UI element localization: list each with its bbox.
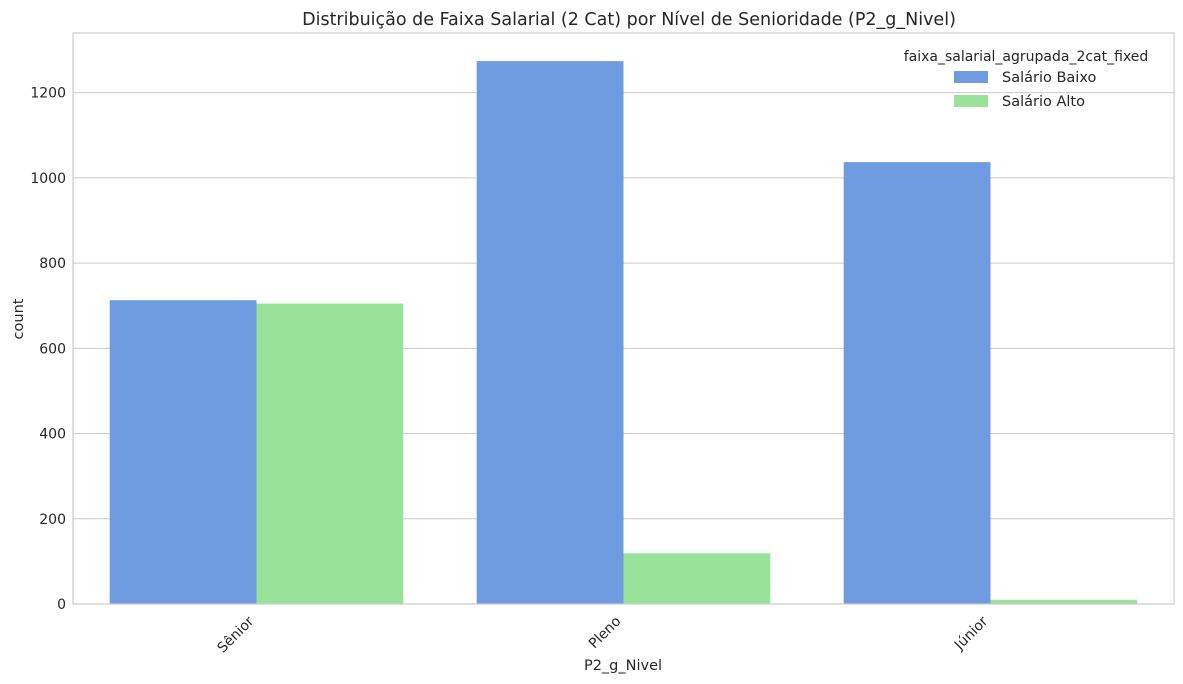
y-tick-label: 800	[39, 256, 66, 272]
bars	[109, 61, 1138, 604]
legend-entry-label: Salário Baixo	[1002, 70, 1096, 86]
x-axis-label: P2_g_Nivel	[584, 658, 662, 674]
bar-sal-rio-baixo-1	[476, 61, 624, 604]
x-tick-label: Pleno	[586, 614, 624, 652]
x-axis-ticks: Sênior Pleno Júnior	[214, 613, 991, 656]
y-tick-label: 0	[57, 597, 66, 613]
x-tick-label: Júnior	[951, 613, 992, 654]
y-tick-label: 200	[39, 512, 66, 528]
bar-sal-rio-alto-0	[256, 303, 404, 604]
bar-sal-rio-alto-2	[990, 599, 1138, 604]
y-tick-label: 1200	[30, 86, 66, 102]
bar-sal-rio-alto-1	[623, 553, 771, 604]
y-tick-label: 600	[39, 341, 66, 357]
legend-title: faixa_salarial_agrupada_2cat_fixed	[904, 49, 1149, 65]
legend-items: Salário Baixo Salário Alto	[954, 70, 1096, 110]
x-tick-label: Sênior	[214, 613, 257, 656]
bar-sal-rio-baixo-0	[109, 300, 257, 604]
legend-swatch	[954, 71, 988, 83]
legend-entry-label: Salário Alto	[1002, 94, 1085, 110]
chart-title: Distribuição de Faixa Salarial (2 Cat) p…	[302, 10, 956, 30]
y-axis-ticks: 0 200 400 600 800 1000 1200	[30, 86, 66, 613]
bar-sal-rio-baixo-2	[843, 162, 991, 604]
y-tick-label: 1000	[30, 171, 66, 187]
y-axis-label: count	[11, 298, 27, 339]
plot-frame	[72, 32, 1175, 605]
y-tick-label: 400	[39, 427, 66, 443]
legend: faixa_salarial_agrupada_2cat_fixed Salár…	[904, 49, 1149, 110]
legend-swatch	[954, 95, 988, 107]
